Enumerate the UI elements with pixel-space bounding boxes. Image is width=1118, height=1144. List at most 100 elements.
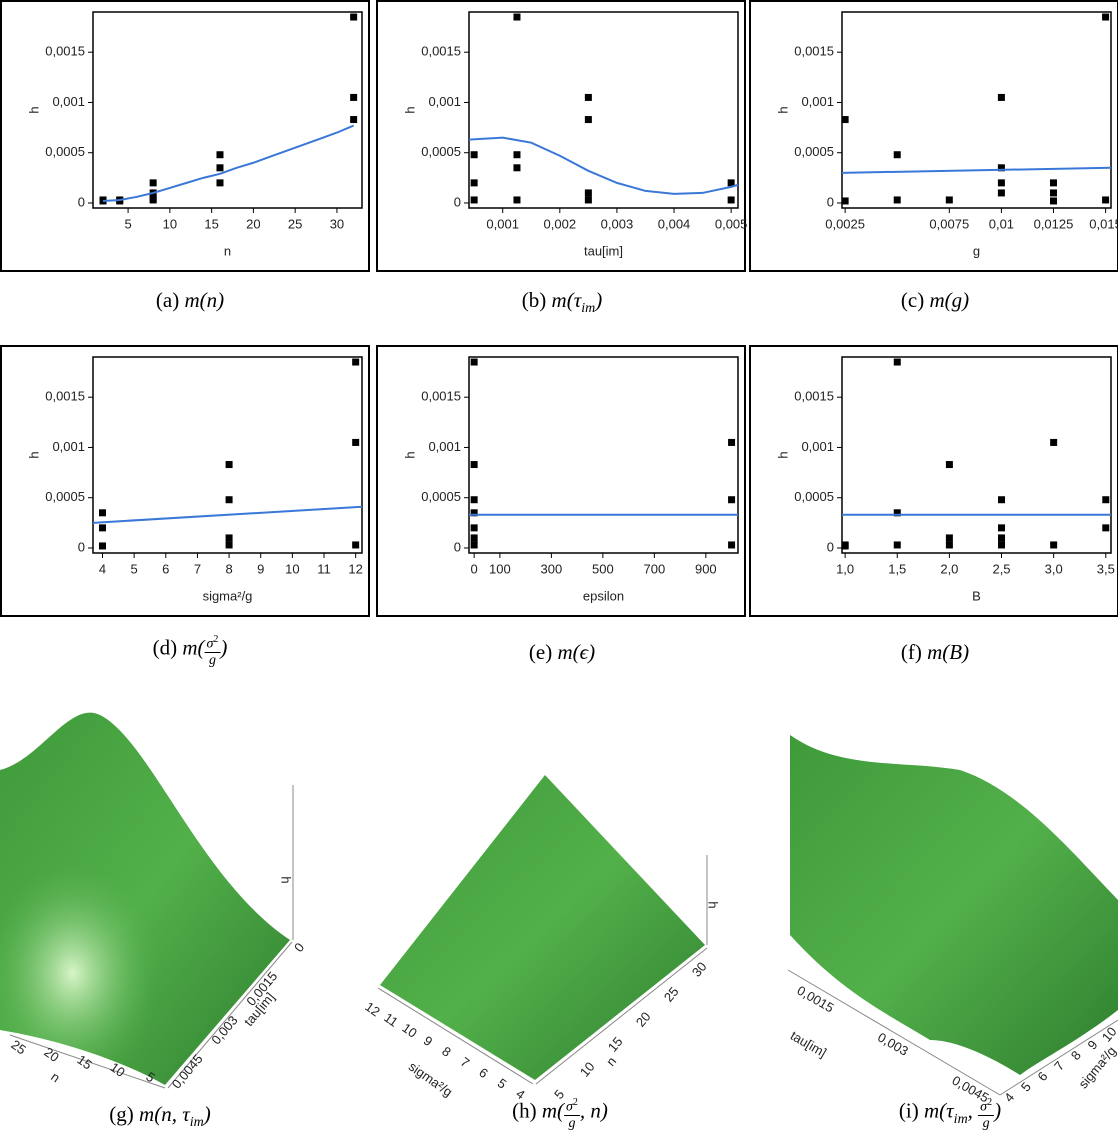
caption: (e) m(ϵ) [528,640,596,664]
y-tick-label: 0,0005 [421,144,461,159]
y-tick-label: 0,001 [801,94,834,109]
surface-tick-label: 4 [1001,1090,1017,1105]
surface-axis-label: h [279,876,294,883]
data-point [998,524,1006,532]
surface-axis-label: n [603,1054,619,1069]
x-axis-label: tau[im] [584,243,623,258]
fit-line [102,124,355,202]
surface-tick-label: 20 [633,1009,654,1030]
data-point [225,496,233,504]
x-tick-label: 0 [471,561,478,576]
x-tick-label: 4 [99,561,106,576]
data-point [470,534,478,542]
x-tick-label: 12 [348,561,362,576]
caption: (h) m(σ2 g, n) [512,1097,608,1131]
data-point [149,179,157,187]
plot-area [468,356,739,554]
data-point [584,189,592,197]
data-point [584,196,592,204]
x-tick-label: 2,5 [992,561,1010,576]
y-tick-label: 0,001 [428,439,461,454]
x-tick-label: 300 [541,561,563,576]
data-point [98,509,106,517]
data-point [841,541,849,549]
plot-area [92,11,363,209]
x-tick-label: 9 [257,561,264,576]
data-point [893,541,901,549]
x-tick-label: 0,0075 [929,216,969,231]
y-tick-label: 0 [454,194,461,209]
data-point [470,358,478,366]
data-point [893,509,901,517]
y-axis-label: h [402,451,417,458]
data-point [513,13,521,21]
fit-line [841,166,1112,174]
y-tick-label: 0 [78,539,85,554]
data-point [728,438,736,446]
axis-line [999,1019,1118,1096]
data-point [584,93,592,101]
surface-axis-label: n [48,1069,63,1085]
surface-tick-label: 8 [439,1043,454,1059]
axis-line [167,941,293,1089]
y-tick-label: 0 [78,194,85,209]
axis-line [377,987,534,1085]
y-tick-label: 0,001 [428,94,461,109]
y-axis-label: h [26,106,41,113]
surface-axis-label: h [706,901,721,908]
data-point [99,196,107,204]
x-tick-label: 1,5 [888,561,906,576]
x-tick-label: 0,003 [601,216,634,231]
axis-line [535,947,708,1085]
x-tick-label: 100 [489,561,511,576]
data-point [1102,524,1110,532]
surface-tick-label: 10 [1099,1024,1118,1045]
caption: (c) m(g) [900,288,970,312]
axis-line [9,1034,166,1089]
data-point [945,196,953,204]
y-tick-label: 0,001 [801,439,834,454]
x-tick-label: 0,0025 [825,216,865,231]
y-tick-label: 0,0005 [45,489,85,504]
x-tick-label: 0,005 [715,216,748,231]
data-point [997,189,1005,197]
y-tick-label: 0,0005 [421,489,461,504]
x-tick-label: 5 [131,561,138,576]
data-point [945,534,953,542]
data-point [945,541,953,549]
x-tick-label: 30 [330,216,344,231]
data-point [216,179,224,187]
data-point [350,93,358,101]
axis-line [787,969,1001,1096]
data-point [352,358,360,366]
x-tick-label: 11 [317,561,331,576]
data-point [1050,438,1058,446]
x-tick-label: 20 [246,216,260,231]
surface-tick-label: 5 [495,1075,510,1091]
data-point [470,179,478,187]
panel-frame [749,0,1118,272]
data-point [1049,179,1057,187]
x-tick-label: 500 [592,561,614,576]
x-tick-label: 0,0125 [1034,216,1074,231]
data-point [216,151,224,159]
x-tick-label: 10 [285,561,299,576]
y-tick-label: 0,0015 [45,389,85,404]
x-axis-label: B [972,588,981,603]
panel-frame [376,345,746,617]
data-point [728,541,736,549]
surface-tick-label: 25 [8,1037,28,1058]
data-point [225,461,233,469]
caption: (g) m(n, τim) [109,1102,211,1131]
y-axis-label: h [775,106,790,113]
data-point [98,524,106,532]
y-tick-label: 0,0015 [421,389,461,404]
data-point [470,524,478,532]
data-point [727,196,735,204]
x-tick-label: 900 [695,561,717,576]
data-point [470,541,478,549]
data-point [893,358,901,366]
surface-tick-label: 20 [41,1044,61,1065]
y-tick-label: 0,0015 [421,44,461,59]
